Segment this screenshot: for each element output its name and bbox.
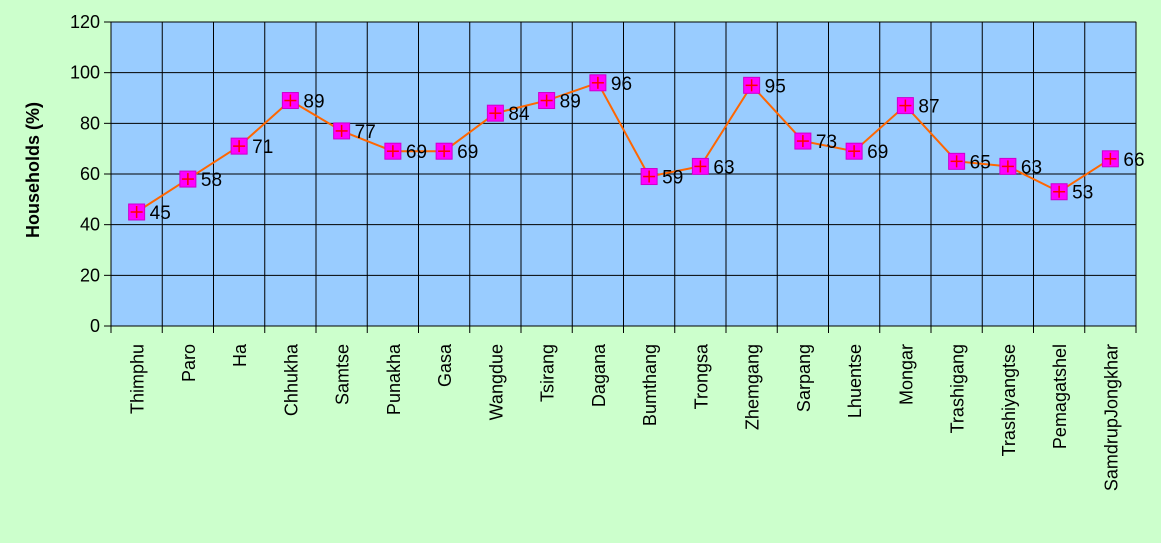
x-tick-label: Punakha [384,343,404,415]
data-label: 77 [355,122,376,143]
data-point-marker [743,76,761,94]
y-tick-label: 60 [80,164,100,184]
data-point-marker [691,157,709,175]
data-label: 69 [457,142,478,163]
data-label: 69 [867,142,888,163]
y-tick-label: 100 [70,63,100,83]
y-axis-title: Households (%) [23,102,43,238]
x-tick-label: Paro [179,344,199,382]
data-point-marker [948,152,966,170]
data-label: 69 [406,142,427,163]
data-label: 59 [662,168,683,189]
data-label: 84 [508,104,530,125]
x-tick-label: Samtse [333,344,353,405]
data-labels: 45 58 71 89 77 69 69 84 89 96 59 63 95 73 69 87 65 63 53 66 [150,74,1145,224]
data-label: 95 [765,76,786,97]
data-point-marker [845,142,863,160]
data-label: 89 [303,92,324,113]
data-point-marker [435,142,453,160]
x-tick-label: Bumthang [640,344,660,426]
x-tick-label: Dagana [589,343,609,407]
y-tick-label: 40 [80,215,100,235]
series-polyline [136,81,1111,213]
data-label: 58 [201,170,222,191]
x-tick-label: Trashigang [948,344,968,433]
y-tick-label: 80 [80,113,100,133]
y-tick-label: 120 [70,12,100,32]
series-markers [128,74,1119,221]
data-label: 66 [1123,150,1144,171]
y-axis: 0 20 40 60 80 100 120 [70,12,112,336]
gridlines [110,21,1137,327]
data-point-marker [640,168,658,186]
x-tick-label: Tsirang [538,344,558,402]
data-label: 63 [713,157,734,178]
data-label: 96 [611,74,632,95]
x-tick-label: Thimphu [128,344,148,414]
x-tick-label: Sarpang [794,344,814,412]
data-point-marker [538,92,556,110]
x-tick-label: SamdrupJongkhar [1101,344,1121,491]
x-tick-label: Chhukha [281,343,301,416]
x-tick-label: Lhuentse [845,344,865,418]
data-point-marker [896,97,914,115]
x-tick-label: Mongar [896,344,916,405]
data-point-marker [794,132,812,150]
data-point-marker [999,157,1017,175]
data-point-marker [486,104,504,122]
data-point-marker [384,142,402,160]
y-tick-label: 0 [90,316,100,336]
data-point-marker [230,137,248,155]
x-tick-label: Ha [230,343,250,367]
data-label: 73 [816,132,837,153]
data-point-marker [1050,183,1068,201]
data-label: 89 [560,92,581,113]
x-tick-label: Zhemgang [743,344,763,430]
series-line [136,81,1111,213]
x-tick-label: Trongsa [691,343,711,409]
x-tick-label: Gasa [435,343,455,387]
x-tick-label: Trashiyangtse [999,344,1019,456]
data-point-marker [333,122,351,140]
data-point-marker [589,74,607,92]
x-tick-label: Pemagatshel [1050,344,1070,449]
data-point-marker [1101,150,1119,168]
data-label: 65 [970,152,991,173]
data-label: 87 [918,97,939,118]
x-tick-label: Wangdue [486,344,506,420]
x-axis: Thimphu Paro Ha Chhukha Samtse Punakha Gasa Wan… [110,325,1137,491]
data-point-marker [179,170,197,188]
y-tick-label: 20 [80,265,100,285]
data-point-marker [128,203,146,221]
data-point-marker [281,92,299,110]
data-label: 71 [252,137,273,158]
data-label: 53 [1072,183,1093,204]
data-label: 63 [1021,157,1042,178]
data-label: 45 [150,203,171,224]
